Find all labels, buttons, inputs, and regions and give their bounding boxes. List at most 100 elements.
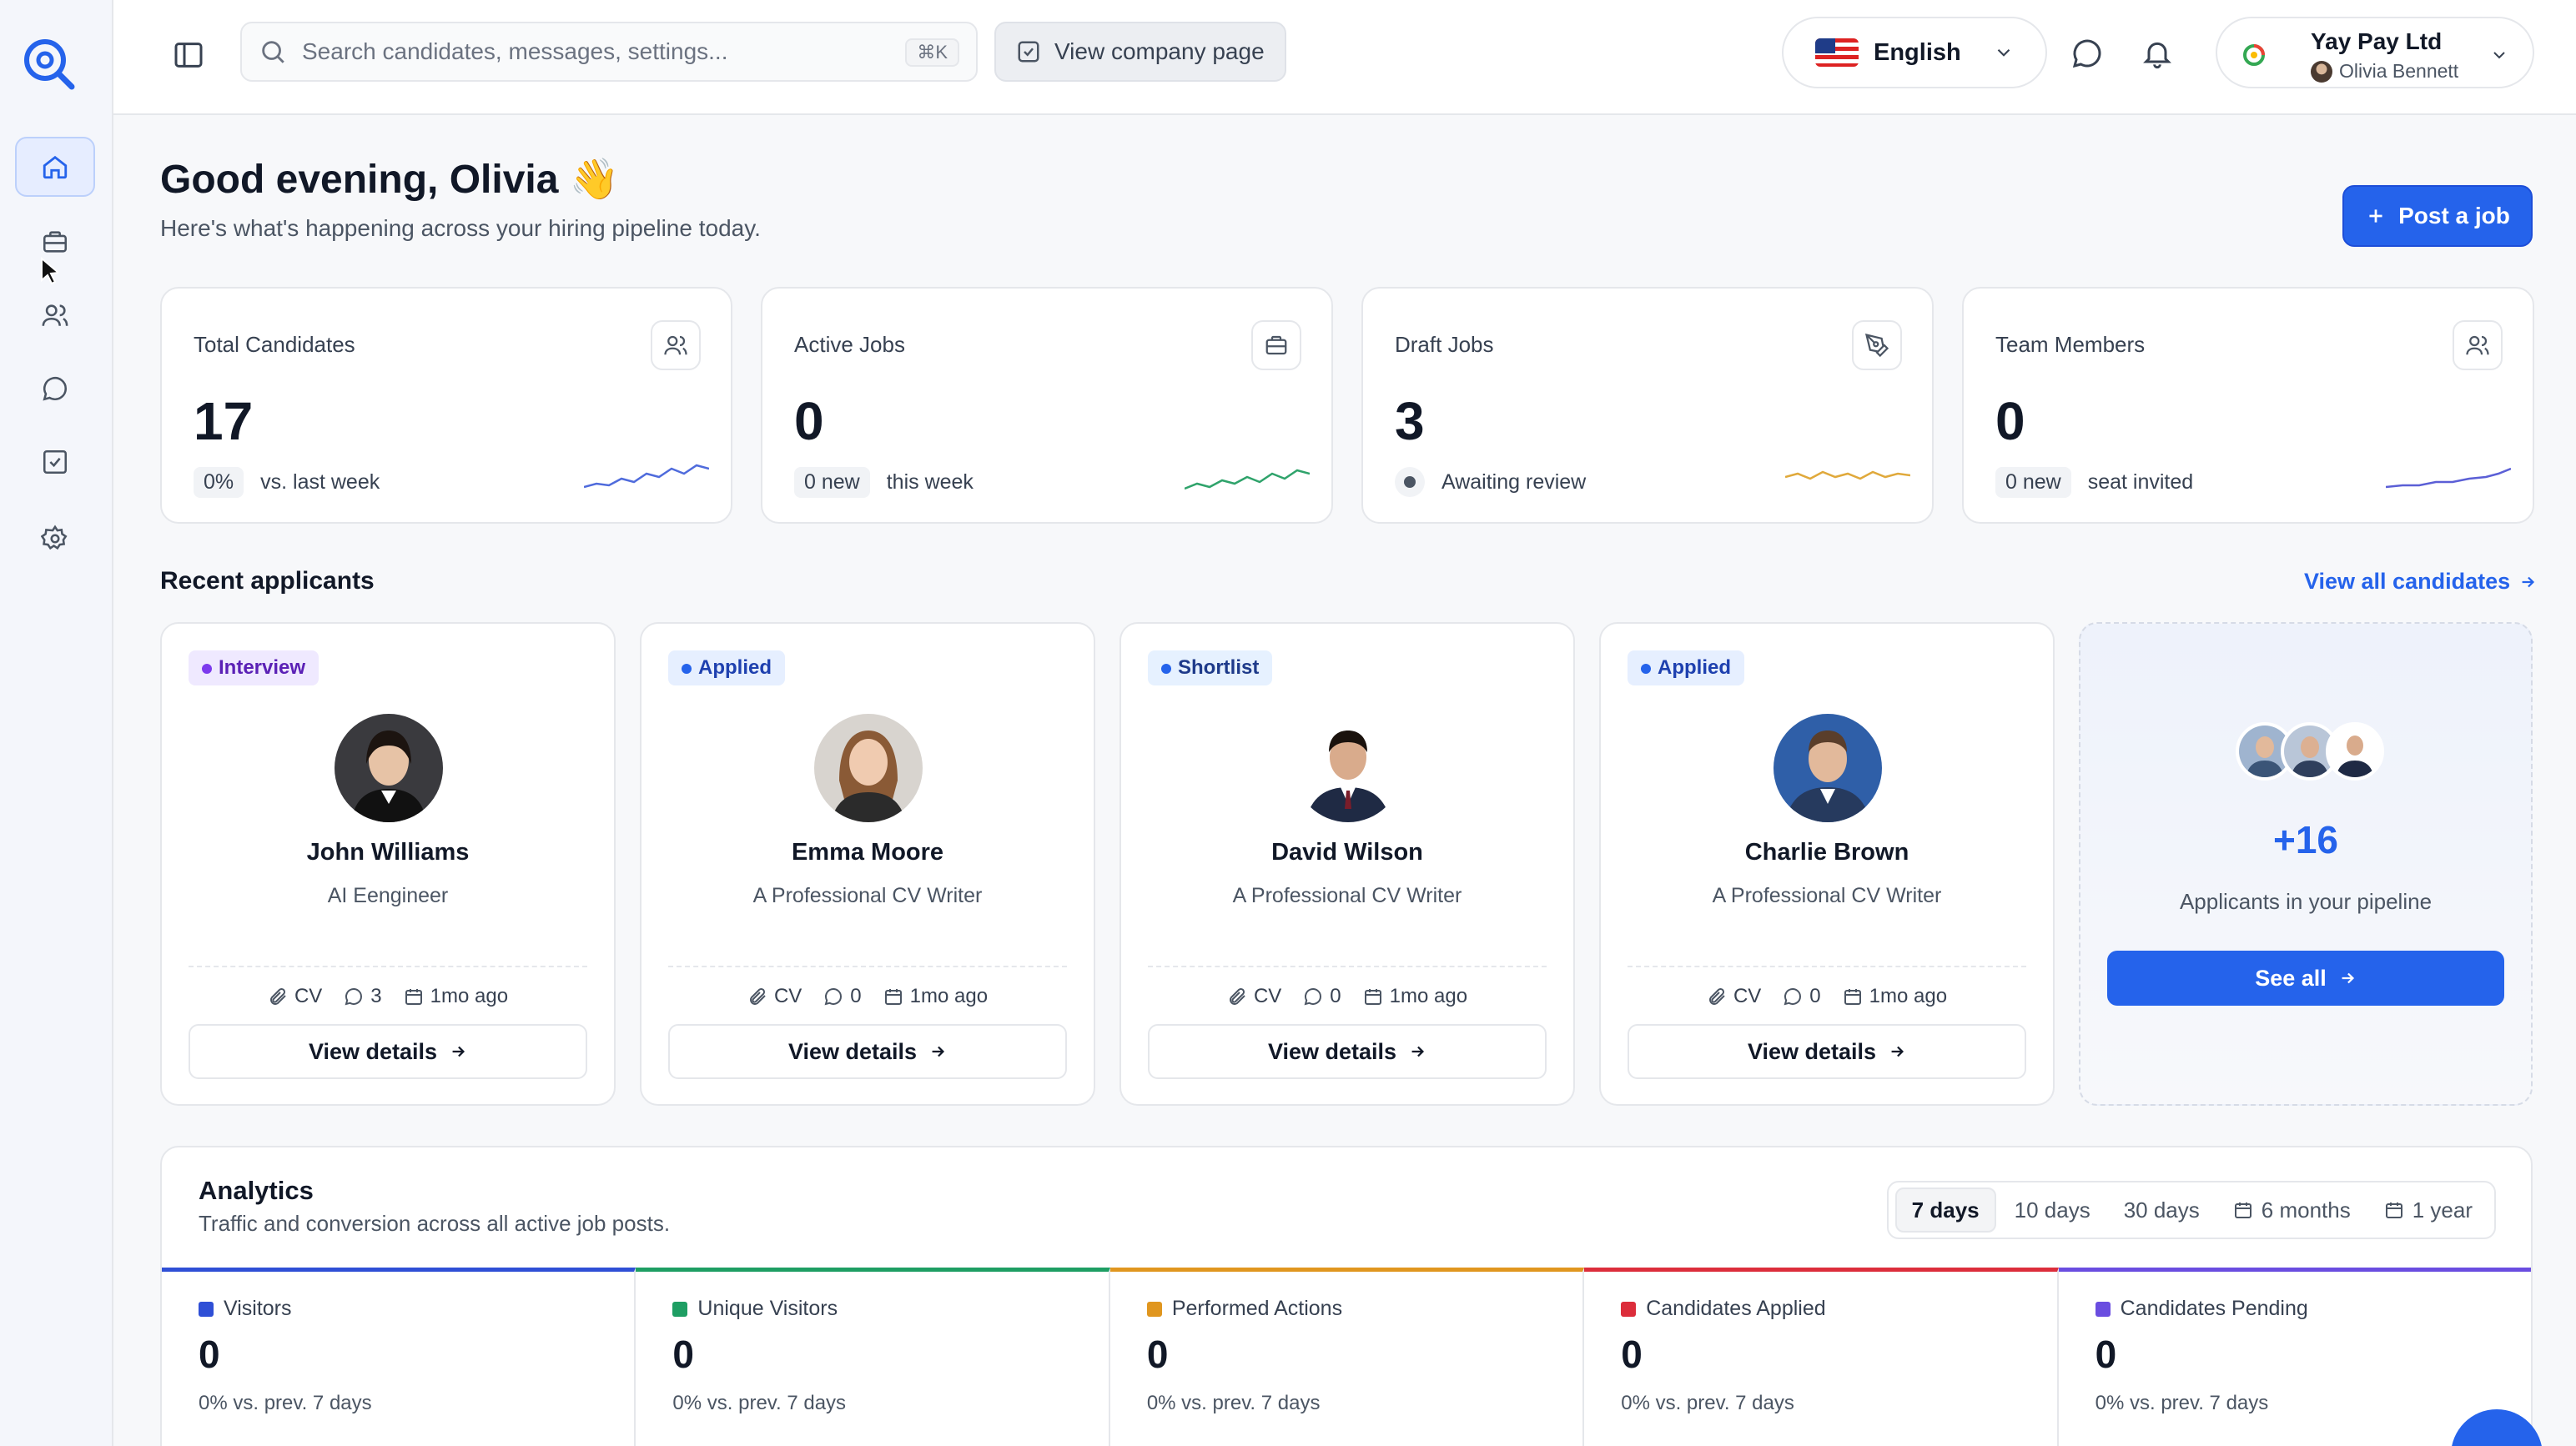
stat-card-team-members[interactable]: Team Members 0 0 new seat invited bbox=[1962, 287, 2534, 524]
view-details-button[interactable]: View details bbox=[189, 1024, 587, 1079]
language-selector[interactable]: English bbox=[1782, 17, 2047, 88]
metric-change: 0% vs. prev. 7 days bbox=[199, 1392, 372, 1414]
stat-change-pill: 0% bbox=[194, 467, 244, 498]
view-details-button[interactable]: View details bbox=[1148, 1024, 1547, 1079]
sidebar-item-candidates[interactable] bbox=[15, 285, 95, 345]
range-30-days[interactable]: 30 days bbox=[2123, 1197, 2200, 1223]
arrow-right-icon bbox=[1891, 1046, 1904, 1057]
metrics-row: Visitors 0 0% vs. prev. 7 days Unique Vi… bbox=[162, 1268, 2531, 1446]
sidebar-item-messages[interactable] bbox=[15, 359, 95, 419]
calendar-icon bbox=[405, 989, 422, 1005]
metric-change: 0% vs. prev. 7 days bbox=[2095, 1392, 2269, 1414]
legend-swatch bbox=[672, 1301, 688, 1317]
applicant-role: A Professional CV Writer bbox=[1232, 884, 1462, 907]
arrow-right-icon bbox=[932, 1046, 945, 1057]
search-bar[interactable]: ⌘K bbox=[240, 22, 978, 82]
view-all-label: View all candidates bbox=[2304, 569, 2511, 594]
see-all-button[interactable]: See all bbox=[2107, 951, 2504, 1006]
post-job-button[interactable]: Post a job bbox=[2342, 185, 2533, 247]
calendar-icon bbox=[2385, 1202, 2402, 1218]
user-name: Olivia Bennett bbox=[2339, 60, 2459, 82]
sparkline bbox=[584, 464, 709, 489]
metric-unique-visitors[interactable]: Unique Visitors 0 0% vs. prev. 7 days bbox=[636, 1268, 1110, 1446]
view-details-button[interactable]: View details bbox=[668, 1024, 1067, 1079]
users-icon bbox=[2453, 320, 2503, 370]
search-icon bbox=[262, 41, 284, 63]
range-10-days[interactable]: 10 days bbox=[2014, 1197, 2090, 1223]
sidebar-item-jobs[interactable] bbox=[15, 212, 95, 272]
stat-card-active-jobs[interactable]: Active Jobs 0 0 new this week bbox=[761, 287, 1333, 524]
page-subtitle: Here's what's happening across your hiri… bbox=[160, 215, 761, 241]
applicant-card[interactable]: Applied Emma Moore A Professional CV Wri… bbox=[640, 622, 1095, 1106]
user-info: Olivia Bennett bbox=[2311, 60, 2458, 83]
arrow-right-icon bbox=[452, 1046, 465, 1057]
view-company-page-button[interactable]: View company page bbox=[994, 22, 1286, 82]
metric-performed-actions[interactable]: Performed Actions 0 0% vs. prev. 7 days bbox=[1109, 1268, 1585, 1446]
paperclip-icon bbox=[269, 987, 286, 1005]
comment-count: 0 bbox=[1330, 985, 1341, 1007]
metric-candidates-applied[interactable]: Candidates Applied 0 0% vs. prev. 7 days bbox=[1584, 1268, 2059, 1446]
view-details-button[interactable]: View details bbox=[1628, 1024, 2026, 1079]
stat-value: 0 bbox=[1995, 391, 2025, 451]
metric-label: Candidates Pending bbox=[2120, 1297, 2308, 1320]
view-details-label: View details bbox=[1267, 1038, 1397, 1064]
calendar-icon bbox=[884, 989, 902, 1005]
range-1-year[interactable]: 1 year bbox=[2369, 1187, 2488, 1233]
avatar bbox=[2326, 722, 2384, 781]
account-menu[interactable]: Yay Pay Ltd Olivia Bennett bbox=[2216, 17, 2534, 88]
arrow-right-icon bbox=[1411, 1046, 1425, 1057]
range-6-months[interactable]: 6 months bbox=[2218, 1187, 2366, 1233]
view-details-label: View details bbox=[1747, 1038, 1877, 1064]
plus-icon bbox=[2369, 209, 2382, 223]
view-details-label: View details bbox=[308, 1038, 438, 1064]
paperclip-icon bbox=[1229, 987, 1245, 1005]
stat-value: 0 bbox=[794, 391, 824, 451]
avatar bbox=[814, 714, 923, 822]
applicant-meta: CV 0 1mo ago bbox=[641, 977, 1094, 1016]
applicant-card[interactable]: Applied Charlie Brown A Professional CV … bbox=[1599, 622, 2055, 1106]
calendar-icon bbox=[2234, 1202, 2251, 1218]
stat-card-draft-jobs[interactable]: Draft Jobs 3 Awaiting review bbox=[1361, 287, 1934, 524]
applicant-meta: CV 0 1mo ago bbox=[1121, 977, 1573, 1016]
applicant-role: AI Eengineer bbox=[327, 884, 449, 907]
metric-visitors[interactable]: Visitors 0 0% vs. prev. 7 days bbox=[162, 1268, 636, 1446]
stat-note: Awaiting review bbox=[1441, 469, 1587, 494]
comment-count: 0 bbox=[850, 985, 862, 1007]
users-icon bbox=[651, 320, 701, 370]
chevron-down-icon bbox=[2493, 52, 2505, 59]
status-badge: Interview bbox=[189, 650, 319, 685]
sparkline bbox=[1185, 469, 1310, 490]
applicant-meta: CV 0 1mo ago bbox=[1601, 977, 2053, 1016]
sidebar-toggle-icon[interactable] bbox=[172, 38, 205, 72]
pipeline-card[interactable]: +16 Applicants in your pipeline See all bbox=[2079, 622, 2533, 1106]
metric-candidates-pending[interactable]: Candidates Pending 0 0% vs. prev. 7 days bbox=[2058, 1268, 2531, 1446]
gear-icon bbox=[41, 525, 68, 550]
view-all-candidates-link[interactable]: View all candidates bbox=[2304, 569, 2537, 595]
pipeline-subtitle: Applicants in your pipeline bbox=[2179, 889, 2433, 914]
status-badge: Applied bbox=[668, 650, 785, 685]
legend-swatch bbox=[1621, 1301, 1637, 1317]
status-dot bbox=[1395, 467, 1425, 497]
bell-icon[interactable] bbox=[2141, 37, 2174, 70]
divider bbox=[1148, 966, 1547, 967]
legend-swatch bbox=[199, 1301, 214, 1317]
stat-card-total-candidates[interactable]: Total Candidates 17 0% vs. last week bbox=[160, 287, 732, 524]
search-input[interactable] bbox=[302, 32, 869, 72]
stat-note: this week bbox=[886, 470, 974, 494]
sidebar-item-settings[interactable] bbox=[15, 509, 95, 569]
sidebar-item-home[interactable] bbox=[15, 137, 95, 197]
applicant-card[interactable]: Interview John Williams AI Eengineer CV … bbox=[160, 622, 616, 1106]
stat-value: 3 bbox=[1395, 391, 1425, 451]
checkbox-icon bbox=[43, 449, 68, 474]
sidebar-item-tasks[interactable] bbox=[15, 432, 95, 492]
avatar bbox=[1774, 714, 1882, 822]
applicant-name: Charlie Brown bbox=[1744, 839, 1909, 866]
avatar bbox=[2311, 60, 2332, 83]
chat-icon[interactable] bbox=[2070, 37, 2104, 70]
applicant-card[interactable]: Shortlist David Wilson A Professional CV… bbox=[1119, 622, 1575, 1106]
metric-label: Candidates Applied bbox=[1646, 1297, 1826, 1320]
page-title: Good evening, Olivia 👋 bbox=[160, 158, 620, 202]
range-7-days[interactable]: 7 days bbox=[1894, 1187, 1996, 1233]
app-logo-icon[interactable] bbox=[18, 33, 80, 95]
applicant-name: Emma Moore bbox=[791, 839, 944, 866]
